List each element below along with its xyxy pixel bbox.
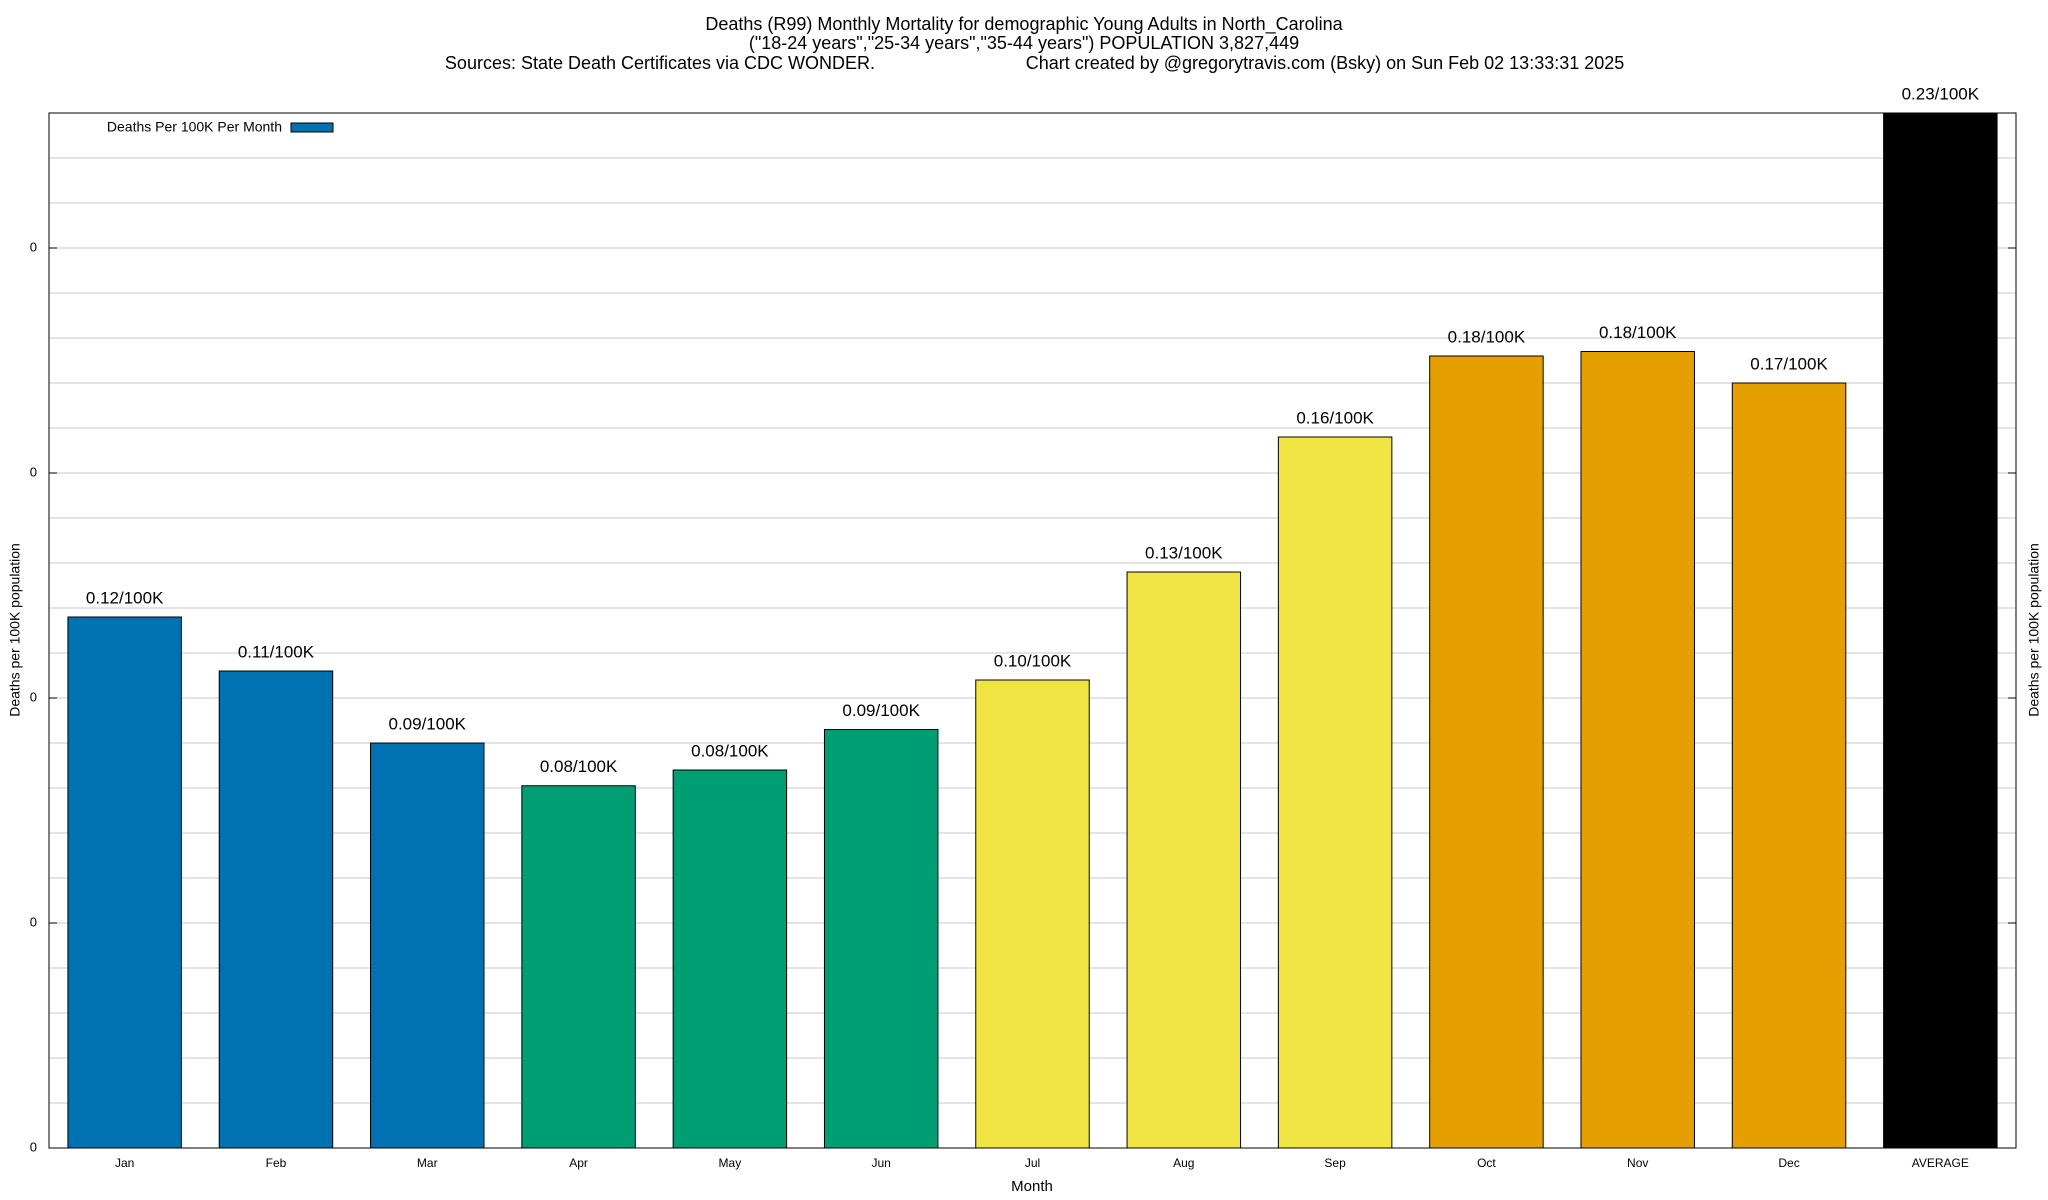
data-label: 0.17/100K: [1750, 354, 1828, 373]
bar: [1429, 355, 1544, 1149]
legend-swatch: [290, 122, 334, 133]
x-tick-label: Jul: [1025, 1156, 1040, 1170]
bar: [1731, 382, 1847, 1149]
y-tick-label: 0: [30, 464, 37, 479]
data-label: 0.16/100K: [1296, 408, 1374, 427]
x-tick-label: May: [719, 1156, 742, 1170]
bar: [521, 785, 636, 1149]
x-tick-label: Sep: [1324, 1156, 1346, 1170]
data-label: 0.08/100K: [691, 741, 769, 760]
x-axis-label: Month: [1011, 1178, 1053, 1195]
bar: [823, 729, 939, 1149]
credit: Chart created by @gregorytravis.com (Bsk…: [1026, 53, 1625, 73]
x-tick-label: Mar: [417, 1156, 438, 1170]
data-label: 0.13/100K: [1145, 543, 1223, 562]
data-label: 0.10/100K: [994, 651, 1072, 670]
bar: [67, 616, 182, 1149]
legend-label: Deaths Per 100K Per Month: [107, 119, 282, 135]
bar: [1883, 112, 1998, 1149]
data-label: 0.12/100K: [86, 588, 164, 607]
y-tick-label: 0: [30, 1139, 37, 1154]
x-tick-label: Feb: [266, 1156, 287, 1170]
bar: [1126, 571, 1242, 1149]
data-label: 0.23/100K: [1902, 84, 1980, 103]
x-tick-label: Dec: [1778, 1156, 1799, 1170]
data-label: 0.09/100K: [389, 714, 467, 733]
bar: [370, 742, 485, 1149]
y-axis-label: Deaths per 100K population: [7, 543, 23, 717]
x-tick-label: Apr: [569, 1156, 588, 1170]
y2-axis-label: Deaths per 100K population: [2026, 543, 2042, 717]
bar: [218, 670, 334, 1149]
x-tick-label: Aug: [1173, 1156, 1194, 1170]
x-tick-label: Oct: [1477, 1156, 1496, 1170]
bar: [975, 679, 1090, 1149]
data-label: 0.18/100K: [1448, 327, 1526, 346]
bar: [1277, 436, 1393, 1149]
bar: [1580, 351, 1695, 1149]
chart-title: Deaths (R99) Monthly Mortality for demog…: [705, 14, 1343, 35]
source: Sources: State Death Certificates via CD…: [445, 53, 875, 73]
data-label: 0.08/100K: [540, 757, 618, 776]
data-label: 0.09/100K: [842, 701, 920, 720]
bar: [672, 769, 788, 1149]
y-tick-label: 0: [30, 239, 37, 254]
x-tick-label: Jan: [115, 1156, 134, 1170]
x-tick-label: Jun: [872, 1156, 891, 1170]
x-tick-label: Nov: [1627, 1156, 1648, 1170]
y-tick-label: 0: [30, 689, 37, 704]
plot-frame: [48, 112, 2017, 1149]
data-label: 0.18/100K: [1599, 323, 1677, 342]
x-tick-label: AVERAGE: [1912, 1156, 1969, 1170]
y-tick-label: 0: [30, 914, 37, 929]
chart-subtitle: ("18-24 years","25-34 years","35-44 year…: [749, 33, 1299, 53]
data-label: 0.11/100K: [238, 642, 315, 661]
